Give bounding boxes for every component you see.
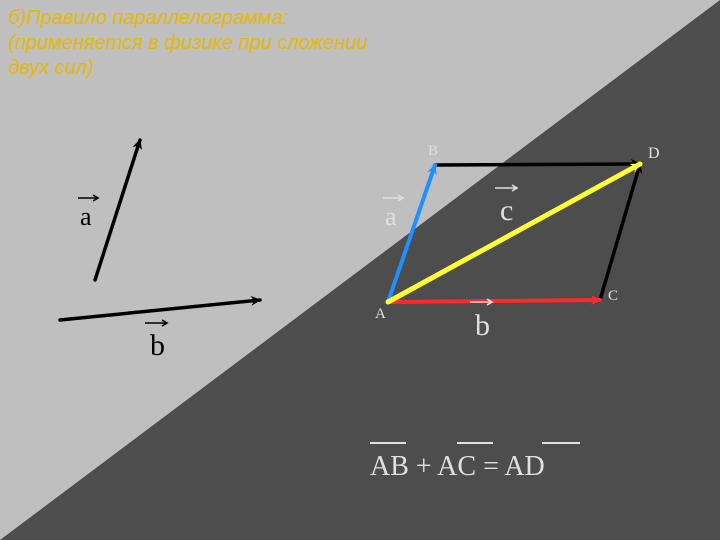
label-b_left: b bbox=[150, 329, 165, 362]
slide-root: ababcABCDAB + AC = AD б)Правило параллел… bbox=[0, 0, 720, 540]
eq-AD: AD bbox=[504, 451, 544, 482]
label-c: c bbox=[500, 194, 513, 227]
point-C: C bbox=[608, 288, 618, 304]
point-B: B bbox=[428, 143, 438, 159]
diagram-svg: ababcABCDAB + AC = AD bbox=[0, 0, 720, 540]
label-b_right: b bbox=[475, 309, 490, 342]
label-a_left: a bbox=[80, 202, 92, 231]
eq-AC: AC bbox=[437, 451, 476, 482]
point-A: A bbox=[375, 306, 386, 322]
point-D: D bbox=[648, 145, 660, 162]
eq-plus: + bbox=[409, 451, 437, 482]
equation: AB + AC = AD bbox=[370, 451, 545, 482]
slide-title: б)Правило параллелограмма: (применяется … bbox=[8, 6, 368, 81]
edge-BD bbox=[435, 164, 640, 165]
vector-AC bbox=[388, 300, 600, 302]
eq-eq: = bbox=[476, 451, 504, 482]
eq-AB: AB bbox=[370, 451, 409, 482]
label-a_right: a bbox=[385, 202, 397, 231]
